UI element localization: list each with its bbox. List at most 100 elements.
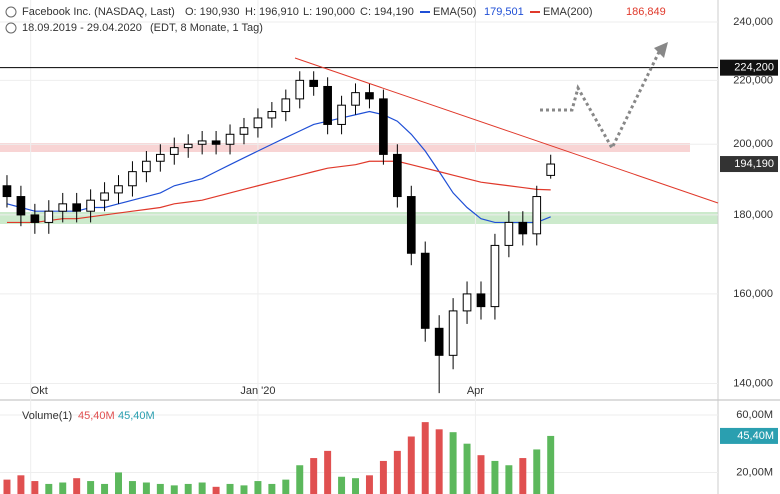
volume-bar <box>338 476 346 494</box>
volume-legend-value: 45,40M <box>78 410 115 422</box>
y-tick-label: 160,000 <box>733 288 773 300</box>
collapse-icon[interactable] <box>5 6 17 18</box>
trend-line <box>294 57 719 204</box>
candle-body <box>295 79 305 100</box>
volume-bar <box>115 472 122 494</box>
legend-value: 186,849 <box>626 6 666 18</box>
volume-bar <box>352 478 359 494</box>
level-tag <box>720 59 778 76</box>
volume-bar <box>198 482 206 494</box>
candle-body <box>365 92 374 100</box>
volume-tag <box>720 427 778 444</box>
volume-bar <box>519 458 527 494</box>
candle-body <box>128 171 137 187</box>
clock-icon <box>5 22 17 34</box>
ohlc-low: L: 190,000 <box>303 6 355 18</box>
volume-bar <box>226 483 234 494</box>
ohlc-close: C: 194,190 <box>360 6 414 18</box>
candle-body <box>323 85 332 125</box>
volume-tag-label: 45,40M <box>737 430 774 442</box>
title: Facebook Inc. (NASDAQ, Last) <box>22 6 175 18</box>
y-tick-label: 180,000 <box>733 209 773 221</box>
candle-body <box>337 104 346 125</box>
volume-bar <box>533 449 541 494</box>
candle-body <box>546 163 556 176</box>
volume-bar <box>463 443 471 494</box>
volume-tick-label: 60,00M <box>736 409 773 421</box>
volume-bar <box>449 432 457 494</box>
candle-body <box>30 214 40 223</box>
candle-body <box>253 117 263 129</box>
candle-body <box>16 196 26 216</box>
volume-bar <box>379 460 387 494</box>
candle-body <box>309 79 319 87</box>
legend-label: EMA(50) <box>433 6 476 18</box>
x-tick-label: Jan '20 <box>240 385 275 397</box>
candle-body <box>504 221 514 246</box>
candle-body <box>239 127 249 135</box>
volume-bar <box>184 483 192 494</box>
candle-body <box>532 196 542 235</box>
candle-body <box>379 98 388 155</box>
volume-bar <box>393 450 401 494</box>
volume-bar <box>296 465 304 494</box>
candle-body <box>281 98 291 113</box>
candle-body <box>351 92 360 106</box>
volume-bar <box>101 483 109 494</box>
forecast-arrow <box>540 49 662 152</box>
volume-bar <box>128 481 136 494</box>
ema-line <box>6 160 551 224</box>
plot <box>0 0 718 494</box>
candle-body <box>476 293 486 308</box>
volume-bar <box>477 455 485 494</box>
volume-legend-value: 45,40M <box>118 410 155 422</box>
candle-body <box>406 196 416 254</box>
level-tag-label: 224,200 <box>734 62 774 74</box>
price-tag-label: 194,190 <box>734 158 774 170</box>
y-tick-label: 240,000 <box>733 16 773 28</box>
x-tick-label: Okt <box>31 385 48 397</box>
period-info: (EDT, 8 Monate, 1 Tag) <box>150 22 263 34</box>
volume-bar <box>324 450 332 494</box>
candle-body <box>58 203 68 212</box>
volume-bar <box>365 475 373 494</box>
volume-bar <box>142 482 150 494</box>
date-range: 18.09.2019 - 29.04.2020 <box>22 22 142 34</box>
candle-body <box>211 140 221 145</box>
candle-body <box>197 140 207 145</box>
candle-body <box>114 185 123 194</box>
volume-bar <box>254 481 262 494</box>
candle-body <box>393 153 402 198</box>
volume-bar <box>421 422 429 494</box>
ohlc-high: H: 196,910 <box>245 6 299 18</box>
volume-bar <box>31 481 39 494</box>
volume-bar <box>45 483 53 494</box>
price-tag <box>720 156 778 173</box>
resistance-zone <box>0 143 690 152</box>
candle-body <box>490 244 500 308</box>
candle-body <box>518 221 528 235</box>
candle-body <box>169 147 179 155</box>
volume-bar <box>156 483 164 494</box>
volume-bar <box>435 429 443 494</box>
y-tick-label: 220,000 <box>733 74 773 86</box>
volume-bar <box>407 436 415 494</box>
candle-body <box>183 143 193 149</box>
candle-body <box>448 310 458 356</box>
ema-line <box>6 110 551 224</box>
candle-body <box>434 327 444 356</box>
y-tick-label: 200,000 <box>733 138 773 150</box>
y-tick-label: 140,000 <box>733 377 773 389</box>
x-tick-label: Apr <box>467 385 484 397</box>
volume-bar <box>491 460 499 494</box>
candle-body <box>462 293 472 312</box>
candle-body <box>86 199 95 212</box>
support-zone <box>0 212 718 224</box>
candle-body <box>2 185 12 198</box>
volume-bar <box>73 478 81 494</box>
volume-bar <box>59 482 67 494</box>
volume-bar <box>268 483 276 494</box>
volume-bar <box>3 479 11 494</box>
